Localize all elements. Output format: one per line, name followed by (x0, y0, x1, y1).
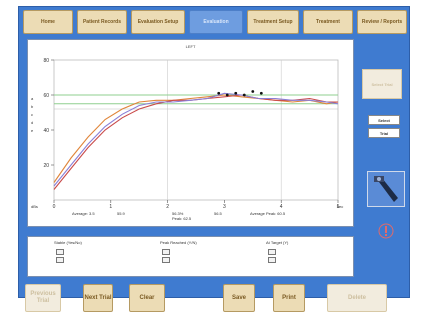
select-trial-button[interactable]: Select Trial (362, 69, 402, 99)
trial-summary-panel: Stable (Yes/No) Peak Reached (Y/N) At Targ… (27, 236, 354, 277)
y-letter-4: e (31, 128, 34, 133)
x-tick-label-4: 4 (280, 204, 283, 210)
tab-6[interactable]: Review / Reports (357, 10, 407, 34)
chart-title: LEFT (185, 44, 196, 49)
peak-marker-1 (225, 93, 229, 97)
average-value: 55.9 (117, 211, 125, 216)
y-letter-0: a (31, 96, 34, 101)
average-block-value: 56.5 (214, 211, 222, 216)
tab-4[interactable]: Treatment Setup (247, 10, 299, 34)
trial-button[interactable]: Trial (368, 128, 400, 138)
peak-marker-2 (234, 91, 238, 95)
peak-marker-0 (217, 91, 221, 95)
y-axis-unit: dBs (31, 204, 38, 209)
x-tick-label-0: 0 (53, 204, 56, 210)
tab-5[interactable]: Treatment (303, 10, 353, 34)
x-axis-unit: sec (337, 204, 344, 209)
y-letter-2: c (31, 112, 33, 117)
line-chart: 0 1 2 3 4 5 80 60 40 20 (43, 58, 340, 210)
tab-0[interactable]: Home (23, 10, 73, 34)
summary-checkbox-1-0[interactable] (162, 249, 170, 255)
average-peak-stat: Average Peak: 60.5 (250, 211, 286, 216)
y-letter-1: b (31, 104, 34, 109)
device-illustration (368, 172, 404, 206)
bottom-button-2[interactable]: Clear (129, 284, 165, 312)
y-tick-label-3: 20 (43, 163, 49, 169)
bottom-button-1[interactable]: Next Trial (83, 284, 113, 312)
bottom-button-0[interactable]: Previous Trial (25, 284, 61, 312)
peak-block-value: 56.3% (172, 211, 184, 216)
x-tick-label-2: 2 (166, 204, 169, 210)
select-button[interactable]: Select (368, 115, 400, 125)
x-tick-label-5: 5 (337, 204, 340, 210)
peak-marker-5 (259, 91, 263, 95)
series-line-0 (53, 94, 339, 183)
summary-checkbox-0-1[interactable] (56, 257, 64, 263)
summary-column-title-2: At Target (Y) (266, 240, 289, 245)
graph-panel: LEFT 0 1 2 3 4 5 80 60 40 20 dBs sec Average: 3.5… (27, 39, 354, 227)
peak-marker-3 (242, 93, 246, 97)
bottom-button-4[interactable]: Print (273, 284, 305, 312)
pressure-device-icon[interactable] (367, 171, 405, 207)
alert-icon (378, 223, 394, 239)
summary-column-title-0: Stable (Yes/No) (54, 240, 82, 245)
tab-1[interactable]: Patient Records (77, 10, 127, 34)
peak-marker-4 (251, 90, 255, 93)
summary-checkbox-0-0[interactable] (56, 249, 64, 255)
main-frame: Home Patient Records Evaluation Setup Evalu… (18, 6, 410, 312)
y-tick-label-0: 80 (43, 58, 49, 64)
x-tick-label-3: 3 (223, 204, 226, 210)
summary-checkbox-1-1[interactable] (162, 257, 170, 263)
plot-frame (53, 59, 339, 201)
peak-label: Peak: 62.5 (172, 216, 192, 221)
bottom-button-3[interactable]: Save (223, 284, 255, 312)
tab-2[interactable]: Evaluation Setup (131, 10, 185, 34)
summary-checkbox-2-0[interactable] (268, 249, 276, 255)
y-tick-label-2: 40 (43, 128, 49, 134)
series-line-2 (53, 92, 339, 187)
x-tick-label-1: 1 (109, 204, 112, 210)
bottom-button-5[interactable]: Delete (327, 284, 387, 312)
tab-3[interactable]: Evaluation (189, 10, 243, 34)
average-stat: Average: 3.5 (72, 211, 95, 216)
summary-checkbox-2-1[interactable] (268, 257, 276, 263)
y-letter-3: d (31, 120, 34, 125)
y-tick-label-1: 60 (43, 93, 49, 99)
summary-column-title-1: Peak Reached (Y/N) (160, 240, 197, 245)
